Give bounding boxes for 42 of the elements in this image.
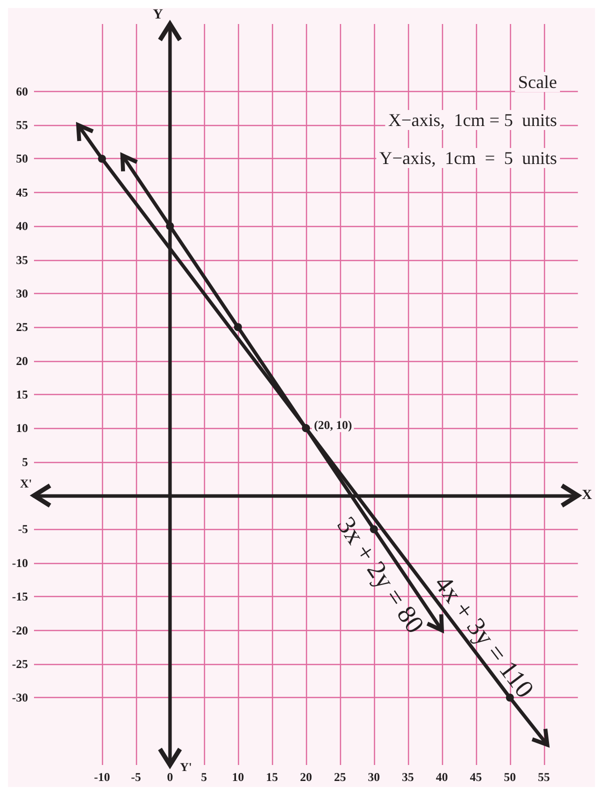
y-tick-label: 25 — [16, 320, 28, 334]
x-tick-label: 5 — [200, 770, 207, 784]
text: 3x + 2y = 80 — [331, 512, 430, 638]
x-tick-label: -5 — [130, 770, 141, 784]
x-tick-label: 40 — [436, 770, 448, 784]
y-tick-label: -30 — [12, 690, 28, 705]
y-tick-label: 45 — [16, 185, 28, 200]
x-tick-label: 30 — [368, 770, 380, 784]
y-tick-label: 55 — [16, 118, 28, 132]
x-tick-label: 10 — [232, 770, 244, 784]
x-axis-title: X — [582, 488, 592, 504]
y-tick-label: -10 — [12, 556, 28, 570]
y-tick-label: -25 — [12, 656, 28, 671]
x-tick-label: 45 — [470, 770, 482, 784]
x-tick-label: 35 — [402, 770, 414, 784]
annotation: Scale — [518, 72, 558, 92]
y-tick-label: 5 — [22, 454, 28, 469]
x-tick-label: 0 — [166, 770, 173, 784]
y-tick-label: 40 — [16, 219, 28, 234]
x-tick-label: 25 — [334, 770, 346, 784]
x-tick-label: 20 — [300, 770, 312, 784]
x-tick-label: 55 — [538, 770, 550, 784]
y-tick-label: -20 — [12, 623, 28, 638]
text: X' — [20, 476, 32, 491]
annotation: Y' — [180, 760, 192, 774]
x-tick-label: 50 — [504, 770, 516, 784]
annotation: (20, 10) — [314, 418, 352, 432]
y-axis-title: Y — [152, 8, 164, 22]
y-tick-label: 35 — [16, 252, 28, 267]
y-tick-label: 20 — [16, 354, 28, 368]
y-tick-label: 60 — [16, 84, 28, 98]
annotation: X−axis, 1cm = 5 units — [388, 110, 558, 130]
x-tick-label: 15 — [266, 770, 278, 784]
y-tick-label: 30 — [16, 286, 28, 300]
annotation: Y−axis, 1cm = 5 units — [379, 148, 558, 168]
y-tick-label: 10 — [16, 421, 28, 436]
y-tick-label: -5 — [18, 522, 28, 536]
y-tick-label: 50 — [16, 152, 28, 166]
y-tick-label: 15 — [16, 388, 28, 402]
text: 4x + 3y = 110 — [428, 570, 540, 704]
x-tick-label: -10 — [94, 770, 110, 784]
y-tick-label: -15 — [12, 590, 28, 604]
